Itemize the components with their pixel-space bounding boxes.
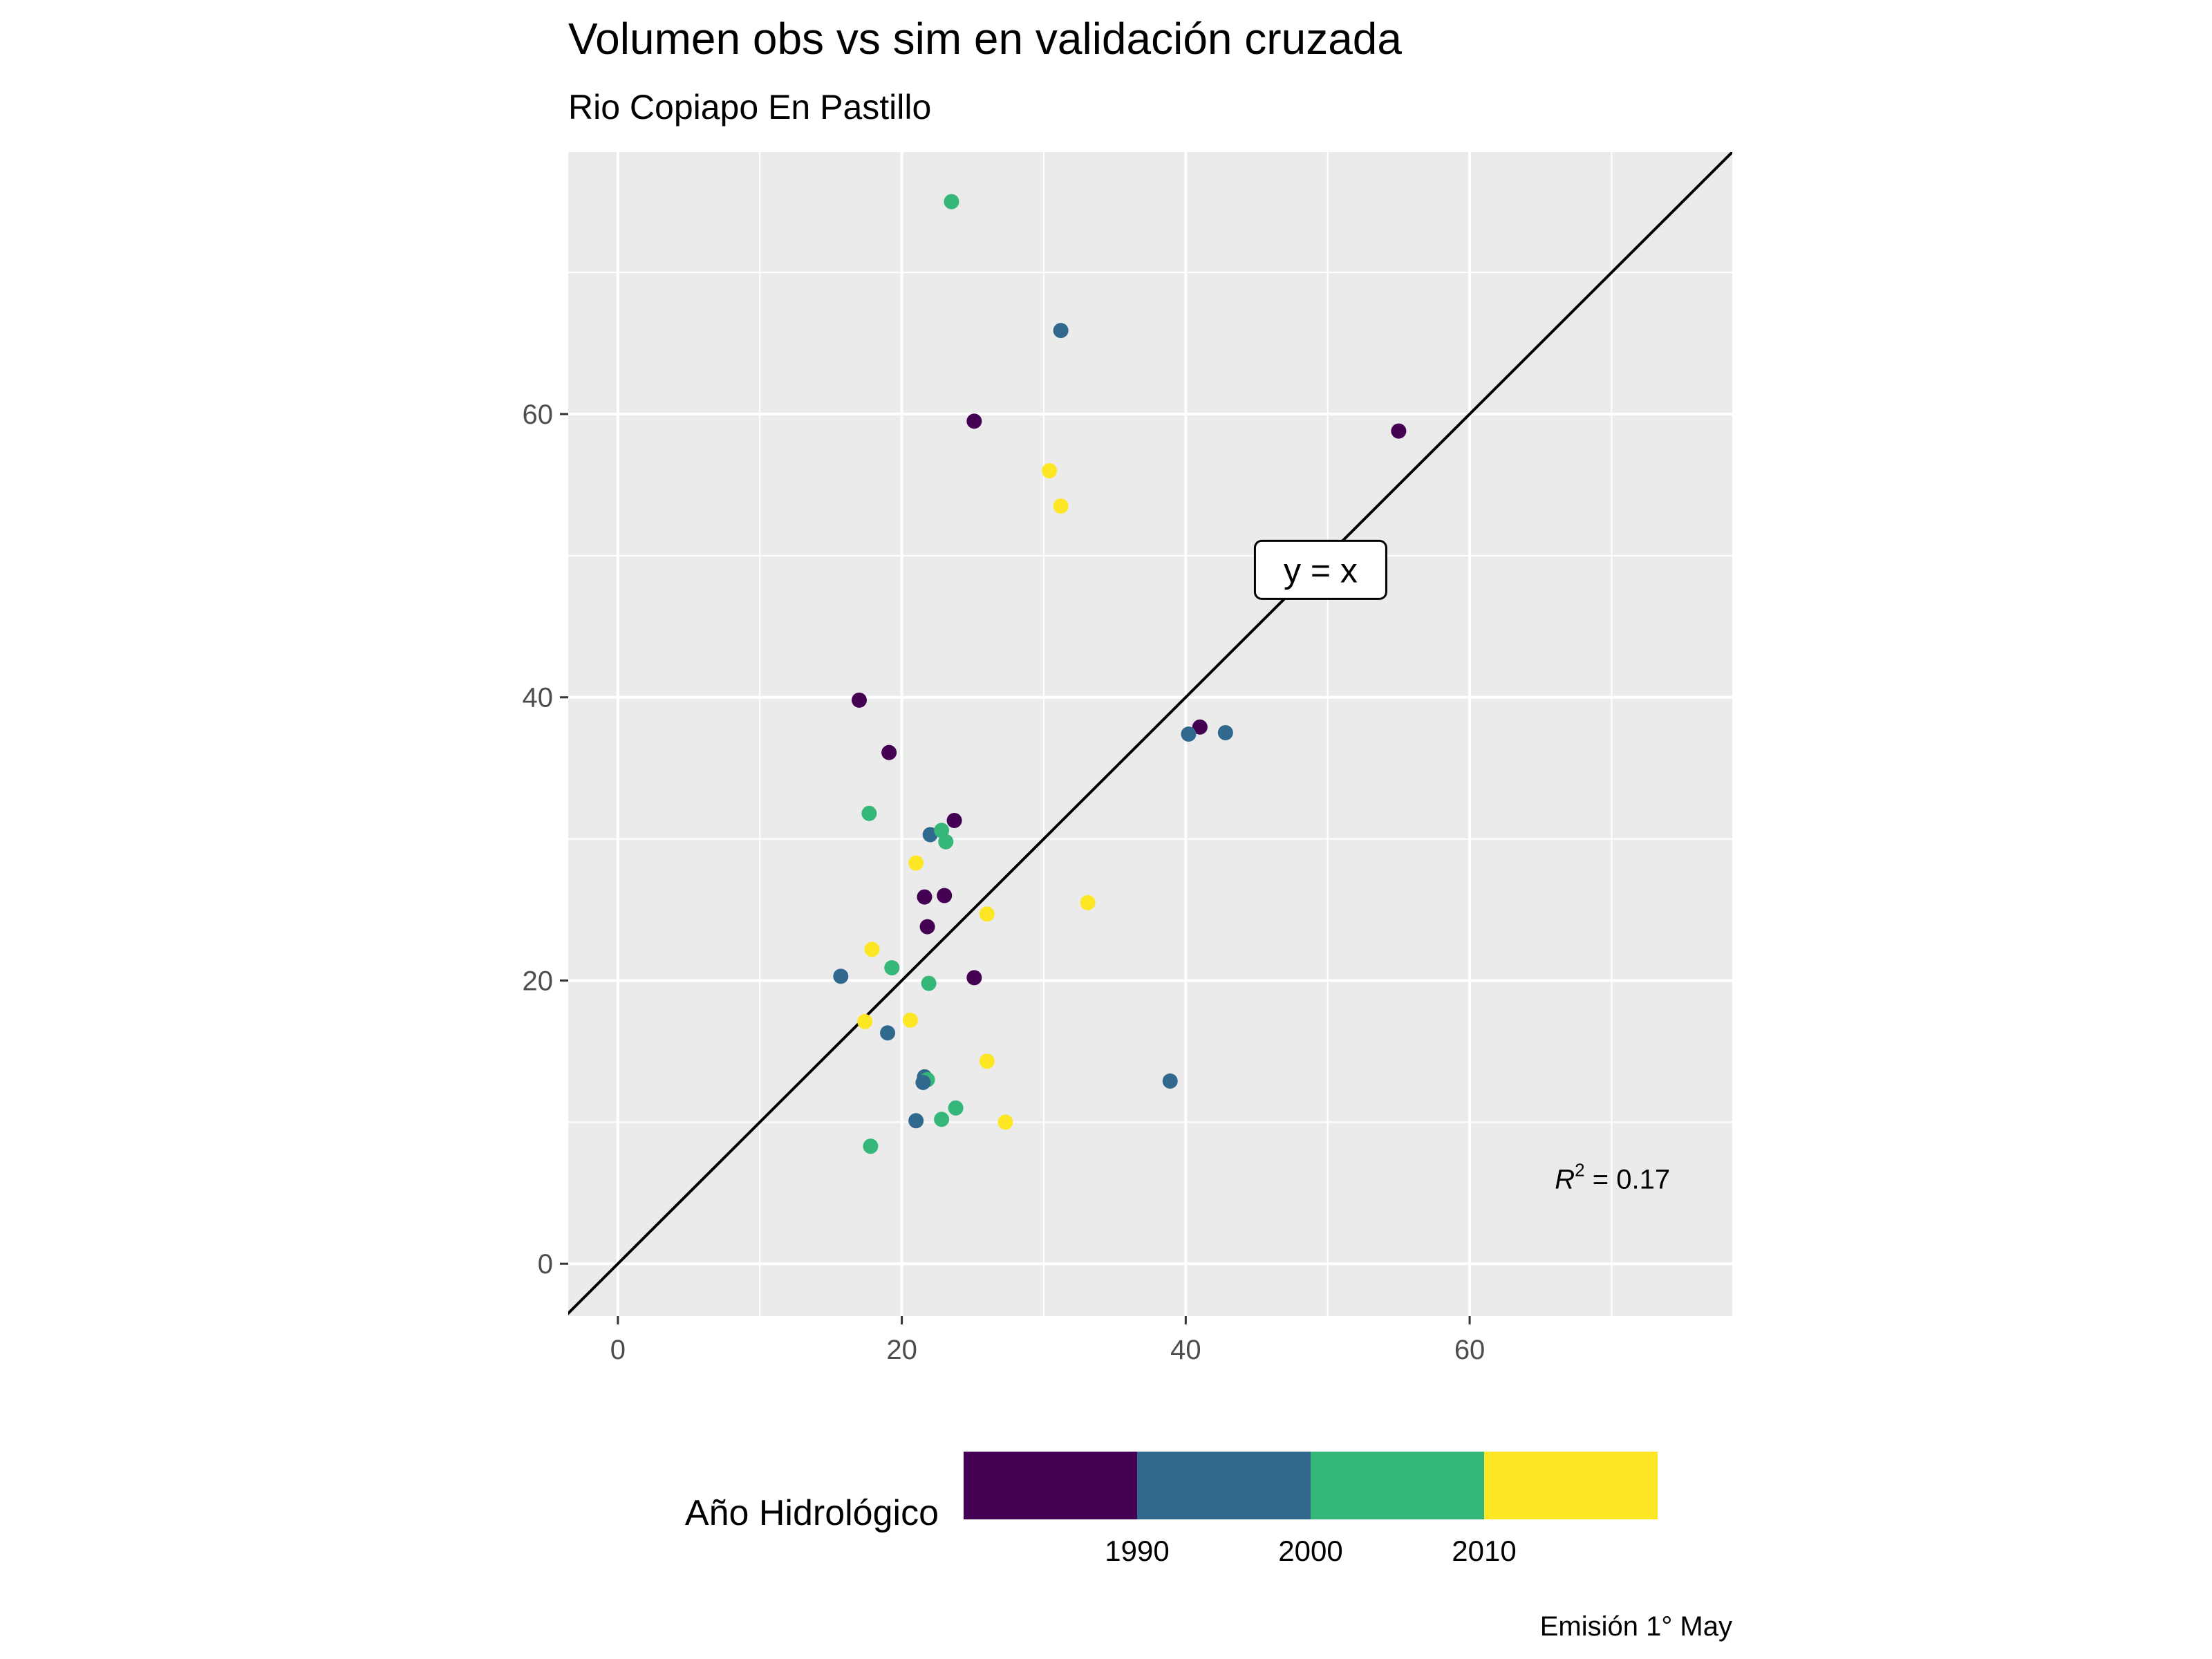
data-point	[908, 1113, 924, 1129]
legend-color-bin	[1484, 1452, 1658, 1519]
data-point	[934, 1112, 950, 1127]
data-point	[908, 855, 924, 871]
data-point	[902, 1012, 918, 1028]
minor-gridlines	[568, 152, 1732, 1316]
chart-subtitle: Rio Copiapo En Pastillo	[568, 88, 931, 126]
y-tick-label: 40	[523, 683, 554, 713]
data-point	[1053, 323, 1069, 339]
data-point	[1217, 724, 1233, 740]
data-points	[833, 194, 1407, 1154]
legend-colorbar	[964, 1452, 1658, 1519]
x-tick-label: 40	[1170, 1335, 1201, 1365]
legend-color-bin	[964, 1452, 1137, 1519]
data-point	[997, 1114, 1013, 1130]
data-point	[864, 941, 880, 957]
x-axis: 0 20 40 60	[610, 1316, 1485, 1365]
chart-title: Volumen obs vs sim en validación cruzada	[568, 14, 1402, 64]
r-squared-symbol: R	[1555, 1165, 1575, 1195]
data-point	[1181, 727, 1197, 742]
legend-label: 2000	[1278, 1535, 1342, 1567]
x-tick-label: 20	[886, 1335, 917, 1365]
data-point	[979, 1053, 995, 1069]
data-point	[833, 968, 849, 984]
data-point	[1080, 894, 1096, 910]
r-squared-superscript: 2	[1575, 1160, 1584, 1181]
data-point	[917, 889, 932, 905]
reference-line	[568, 152, 1732, 1315]
legend-color-bin	[1311, 1452, 1484, 1519]
r-squared-annotation: R2 = 0.17	[1555, 1160, 1670, 1195]
data-point	[884, 960, 900, 976]
y-tick-label: 0	[538, 1249, 553, 1280]
legend-title: Año Hidrológico	[685, 1493, 939, 1533]
data-point	[937, 888, 953, 903]
y-tick-label: 60	[523, 400, 554, 430]
data-point	[944, 194, 959, 209]
legend-color-bin	[1137, 1452, 1311, 1519]
data-point	[1053, 498, 1069, 514]
y-axis: 0 20 40 60	[523, 400, 568, 1280]
reference-line-label-text: y = x	[1284, 551, 1358, 590]
legend-labels: 1990 2000 2010	[1105, 1535, 1516, 1567]
x-tick-label: 60	[1454, 1335, 1485, 1365]
data-point	[979, 906, 995, 922]
data-point	[938, 834, 954, 850]
data-point	[915, 1074, 931, 1090]
r-squared-value: = 0.17	[1585, 1165, 1670, 1195]
chart-caption: Emisión 1° May	[1540, 1611, 1732, 1642]
legend-label: 1990	[1105, 1535, 1169, 1567]
data-point	[861, 805, 877, 821]
reference-line-label: y = x	[1253, 539, 1387, 600]
reference-line-label-box	[1253, 539, 1387, 600]
data-point	[919, 919, 935, 935]
data-point	[852, 692, 867, 708]
y-tick-label: 20	[523, 966, 554, 996]
data-point	[966, 413, 982, 429]
data-point	[857, 1013, 873, 1029]
legend-label: 2010	[1452, 1535, 1516, 1567]
data-point	[1192, 719, 1208, 735]
data-point	[946, 812, 962, 828]
data-point	[1042, 462, 1058, 478]
x-tick-label: 0	[610, 1335, 626, 1365]
data-point	[881, 744, 897, 760]
data-point	[880, 1025, 896, 1041]
data-point	[1391, 423, 1407, 439]
data-point	[921, 975, 937, 991]
data-point	[1162, 1073, 1178, 1089]
data-point	[948, 1100, 964, 1116]
data-point	[966, 970, 982, 986]
data-point	[863, 1138, 879, 1154]
